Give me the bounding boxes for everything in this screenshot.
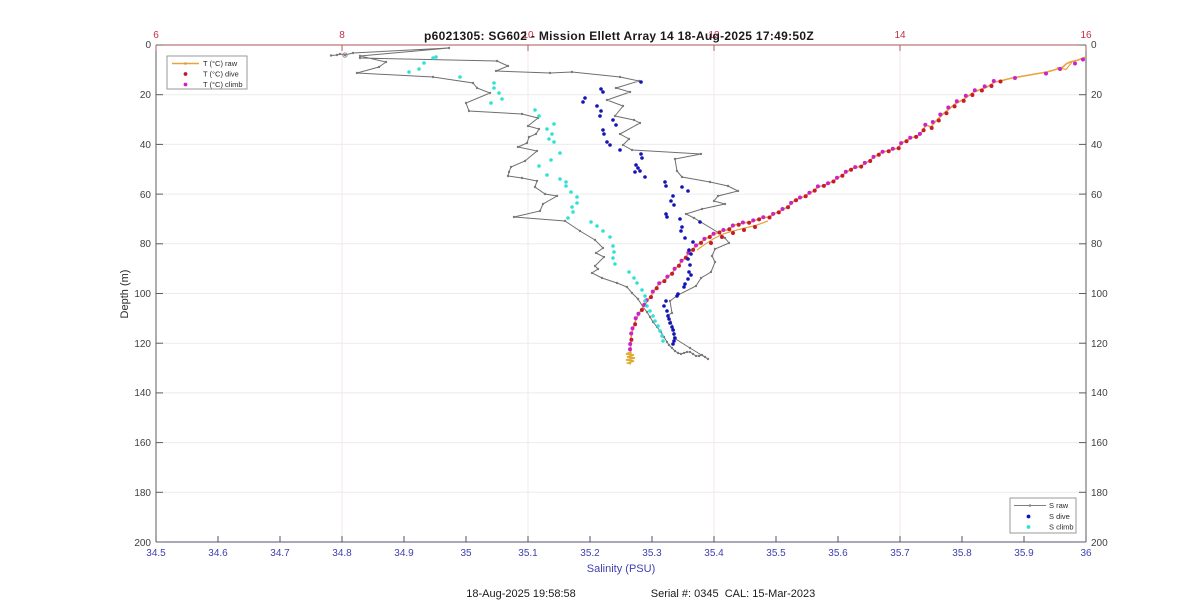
svg-text:160: 160 bbox=[1091, 438, 1108, 449]
svg-text:20: 20 bbox=[1091, 90, 1103, 101]
svg-text:S raw: S raw bbox=[1049, 501, 1069, 510]
svg-text:0: 0 bbox=[1091, 40, 1097, 51]
svg-text:35.6: 35.6 bbox=[828, 548, 848, 559]
svg-text:60: 60 bbox=[140, 190, 152, 201]
svg-text:18-Aug-2025 19:58:58: 18-Aug-2025 19:58:58 bbox=[466, 588, 575, 600]
svg-text:35.4: 35.4 bbox=[704, 548, 724, 559]
svg-text:35.9: 35.9 bbox=[1014, 548, 1034, 559]
svg-text:60: 60 bbox=[1091, 190, 1103, 201]
svg-text:180: 180 bbox=[1091, 488, 1108, 499]
svg-text:14: 14 bbox=[894, 30, 906, 41]
svg-text:120: 120 bbox=[134, 339, 151, 350]
svg-text:p6021305: SG602 - Mission Elle: p6021305: SG602 - Mission Ellett Array 1… bbox=[424, 29, 814, 43]
svg-text:35.8: 35.8 bbox=[952, 548, 972, 559]
svg-text:35.5: 35.5 bbox=[766, 548, 786, 559]
svg-text:35: 35 bbox=[460, 548, 472, 559]
svg-text:35.1: 35.1 bbox=[518, 548, 538, 559]
svg-text:T (°C) raw: T (°C) raw bbox=[203, 59, 238, 68]
svg-text:S dive: S dive bbox=[1049, 512, 1070, 521]
svg-text:Depth (m): Depth (m) bbox=[119, 270, 131, 319]
svg-text:35.7: 35.7 bbox=[890, 548, 910, 559]
svg-text:140: 140 bbox=[134, 388, 151, 399]
svg-text:80: 80 bbox=[140, 239, 152, 250]
svg-text:16: 16 bbox=[1080, 30, 1092, 41]
svg-text:34.7: 34.7 bbox=[270, 548, 290, 559]
svg-text:36: 36 bbox=[1080, 548, 1092, 559]
svg-text:34.8: 34.8 bbox=[332, 548, 352, 559]
svg-text:200: 200 bbox=[134, 538, 151, 549]
svg-text:34.9: 34.9 bbox=[394, 548, 414, 559]
svg-text:100: 100 bbox=[134, 289, 151, 300]
svg-text:Salinity (PSU): Salinity (PSU) bbox=[587, 563, 655, 575]
svg-text:20: 20 bbox=[140, 90, 152, 101]
svg-text:34.6: 34.6 bbox=[208, 548, 228, 559]
svg-text:Serial #: 0345 CAL: 15-Mar-20: Serial #: 0345 CAL: 15-Mar-2023 bbox=[651, 588, 815, 600]
svg-text:120: 120 bbox=[1091, 339, 1108, 350]
svg-text:8: 8 bbox=[339, 30, 345, 41]
svg-text:35.2: 35.2 bbox=[580, 548, 600, 559]
svg-text:34.5: 34.5 bbox=[146, 548, 166, 559]
svg-text:40: 40 bbox=[140, 140, 152, 151]
svg-text:0: 0 bbox=[145, 40, 151, 51]
svg-text:100: 100 bbox=[1091, 289, 1108, 300]
svg-text:10: 10 bbox=[522, 30, 534, 41]
svg-text:35.3: 35.3 bbox=[642, 548, 662, 559]
svg-text:160: 160 bbox=[134, 438, 151, 449]
svg-text:140: 140 bbox=[1091, 388, 1108, 399]
svg-text:200: 200 bbox=[1091, 538, 1108, 549]
svg-text:6: 6 bbox=[153, 30, 159, 41]
svg-text:180: 180 bbox=[134, 488, 151, 499]
svg-text:T (°C) dive: T (°C) dive bbox=[203, 70, 239, 79]
svg-text:12: 12 bbox=[708, 30, 720, 41]
svg-text:S climb: S climb bbox=[1049, 523, 1074, 532]
svg-text:80: 80 bbox=[1091, 239, 1103, 250]
svg-text:T (°C) climb: T (°C) climb bbox=[203, 80, 243, 89]
svg-text:40: 40 bbox=[1091, 140, 1103, 151]
